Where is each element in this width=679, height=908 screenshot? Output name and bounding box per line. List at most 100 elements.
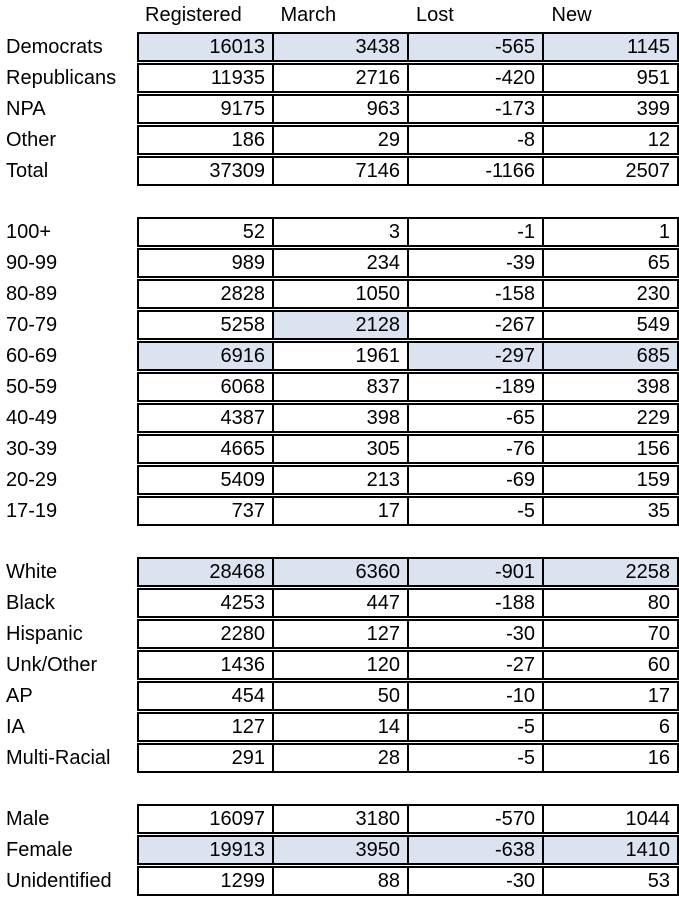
cell-march[interactable]: 3950	[274, 837, 409, 863]
cell-lost[interactable]: -901	[409, 559, 544, 585]
cell-lost[interactable]: -173	[409, 96, 544, 122]
cell-march[interactable]: 120	[274, 652, 409, 678]
cell-lost[interactable]: -30	[409, 868, 544, 894]
cell-new[interactable]: 549	[636, 314, 670, 336]
cell-registered[interactable]: 2828	[139, 281, 274, 307]
cell-registered[interactable]: 454	[139, 683, 274, 709]
row-label[interactable]: Total	[6, 160, 49, 182]
cell-march[interactable]: 963	[274, 96, 409, 122]
row-label[interactable]: Unidentified	[6, 870, 112, 892]
row-label[interactable]: Other	[6, 129, 57, 151]
cell-march[interactable]: 3	[274, 219, 409, 245]
row-label[interactable]: AP	[6, 685, 33, 707]
cell-new[interactable]: 2507	[625, 160, 671, 182]
cell-lost[interactable]: -1166	[409, 158, 544, 184]
cell-march[interactable]: 3438	[274, 34, 409, 60]
row-label[interactable]: 80-89	[6, 283, 58, 305]
row-label[interactable]: 90-99	[6, 252, 58, 274]
cell-new[interactable]: 16	[647, 747, 670, 769]
cell-lost[interactable]: -267	[409, 312, 544, 338]
cell-march[interactable]: 6360	[274, 559, 409, 585]
cell-registered[interactable]: 291	[139, 745, 274, 771]
cell-registered[interactable]: 1299	[139, 868, 274, 894]
cell-new[interactable]: 1	[658, 221, 670, 243]
cell-lost[interactable]: -570	[409, 806, 544, 832]
cell-lost[interactable]: -8	[409, 127, 544, 153]
row-label[interactable]: Unk/Other	[6, 654, 98, 676]
row-label[interactable]: 20-29	[6, 469, 58, 491]
cell-march[interactable]: 127	[274, 621, 409, 647]
cell-march[interactable]: 398	[274, 405, 409, 431]
cell-new[interactable]: 230	[636, 283, 670, 305]
cell-new[interactable]: 2258	[544, 559, 677, 585]
cell-march[interactable]: 2128	[274, 312, 409, 338]
cell-lost[interactable]: -5	[409, 714, 544, 740]
row-label[interactable]: 100+	[6, 221, 52, 243]
cell-march[interactable]: 213	[274, 467, 409, 493]
cell-new[interactable]: 80	[647, 592, 670, 614]
cell-registered[interactable]: 6068	[139, 374, 274, 400]
cell-new[interactable]: 60	[647, 654, 670, 676]
cell-march[interactable]: 28	[274, 745, 409, 771]
cell-lost[interactable]: -188	[409, 590, 544, 616]
row-label[interactable]: 17-19	[6, 500, 58, 522]
cell-new[interactable]: 685	[544, 343, 677, 369]
row-label[interactable]: 40-49	[6, 407, 58, 429]
row-label[interactable]: 70-79	[6, 314, 58, 336]
cell-registered[interactable]: 9175	[139, 96, 274, 122]
cell-march[interactable]: 17	[274, 498, 409, 524]
column-header-march[interactable]: March	[280, 4, 337, 26]
row-label[interactable]: Multi-Racial	[6, 747, 111, 769]
cell-lost[interactable]: -1	[409, 219, 544, 245]
cell-new[interactable]: 35	[647, 500, 670, 522]
row-label[interactable]: Hispanic	[6, 623, 83, 645]
cell-march[interactable]: 234	[274, 250, 409, 276]
cell-registered[interactable]: 4665	[139, 436, 274, 462]
cell-lost[interactable]: -189	[409, 374, 544, 400]
cell-lost[interactable]: -158	[409, 281, 544, 307]
cell-march[interactable]: 2716	[274, 65, 409, 91]
row-label[interactable]: Female	[6, 839, 73, 861]
cell-march[interactable]: 7146	[274, 158, 409, 184]
cell-march[interactable]: 305	[274, 436, 409, 462]
cell-registered[interactable]: 28468	[139, 559, 274, 585]
cell-registered[interactable]: 4387	[139, 405, 274, 431]
cell-registered[interactable]: 37309	[139, 158, 274, 184]
row-label[interactable]: Democrats	[6, 36, 103, 58]
cell-lost[interactable]: -69	[409, 467, 544, 493]
cell-registered[interactable]: 186	[139, 127, 274, 153]
cell-march[interactable]: 14	[274, 714, 409, 740]
cell-march[interactable]: 447	[274, 590, 409, 616]
cell-new[interactable]: 65	[647, 252, 670, 274]
row-label[interactable]: 30-39	[6, 438, 58, 460]
cell-registered[interactable]: 737	[139, 498, 274, 524]
cell-new[interactable]: 70	[647, 623, 670, 645]
cell-new[interactable]: 6	[658, 716, 670, 738]
column-header-lost[interactable]: Lost	[416, 4, 454, 26]
cell-march[interactable]: 1961	[274, 343, 409, 369]
cell-new[interactable]: 951	[636, 67, 670, 89]
cell-registered[interactable]: 11935	[139, 65, 274, 91]
cell-lost[interactable]: -297	[409, 343, 544, 369]
cell-registered[interactable]: 6916	[139, 343, 274, 369]
cell-march[interactable]: 50	[274, 683, 409, 709]
row-label[interactable]: White	[6, 561, 58, 583]
cell-registered[interactable]: 989	[139, 250, 274, 276]
column-header-registered[interactable]: Registered	[145, 4, 242, 26]
cell-march[interactable]: 88	[274, 868, 409, 894]
cell-registered[interactable]: 127	[139, 714, 274, 740]
cell-new[interactable]: 12	[647, 129, 670, 151]
row-label[interactable]: Republicans	[6, 67, 117, 89]
cell-registered[interactable]: 5258	[139, 312, 274, 338]
cell-lost[interactable]: -5	[409, 498, 544, 524]
row-label[interactable]: Black	[6, 592, 55, 614]
cell-lost[interactable]: -39	[409, 250, 544, 276]
cell-new[interactable]: 229	[636, 407, 670, 429]
cell-new[interactable]: 53	[647, 870, 670, 892]
cell-new[interactable]: 1145	[544, 34, 677, 60]
cell-march[interactable]: 3180	[274, 806, 409, 832]
cell-new[interactable]: 1410	[544, 837, 677, 863]
cell-march[interactable]: 1050	[274, 281, 409, 307]
cell-registered[interactable]: 2280	[139, 621, 274, 647]
cell-new[interactable]: 17	[647, 685, 670, 707]
